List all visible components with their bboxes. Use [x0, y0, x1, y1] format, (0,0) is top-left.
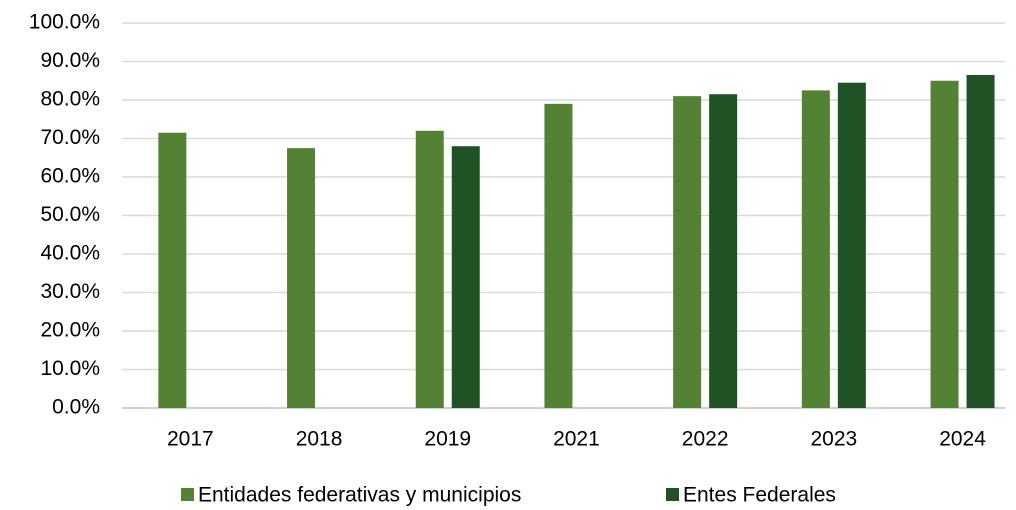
- y-tick-label: 40.0%: [40, 242, 100, 265]
- x-tick-label: 2023: [810, 428, 857, 451]
- legend-swatch: [666, 488, 679, 501]
- bar: [709, 94, 738, 408]
- bar: [415, 130, 444, 409]
- x-tick-label: 2022: [682, 428, 729, 451]
- y-tick-label: 60.0%: [40, 165, 100, 188]
- x-tick-label: 2018: [296, 428, 343, 451]
- y-tick-label: 90.0%: [40, 49, 100, 72]
- y-tick-label: 30.0%: [40, 280, 100, 303]
- x-tick-label: 2019: [424, 428, 471, 451]
- legend-label: Entidades federativas y municipios: [198, 484, 521, 507]
- bar: [451, 146, 480, 408]
- y-tick-label: 50.0%: [40, 203, 100, 226]
- bar: [837, 82, 866, 409]
- legend-swatch: [181, 488, 194, 501]
- bar: [801, 90, 830, 408]
- y-tick-label: 80.0%: [40, 88, 100, 111]
- y-tick-label: 20.0%: [40, 319, 100, 342]
- x-tick-label: 2021: [553, 428, 600, 451]
- y-tick-label: 10.0%: [40, 357, 100, 380]
- bar: [544, 103, 573, 408]
- x-tick-label: 2017: [167, 428, 214, 451]
- x-tick-label: 2024: [939, 428, 986, 451]
- bar: [930, 80, 959, 408]
- y-tick-label: 70.0%: [40, 126, 100, 149]
- legend-label: Entes Federales: [683, 484, 836, 507]
- bar: [158, 132, 187, 408]
- y-tick-label: 0.0%: [52, 396, 100, 419]
- bar: [673, 96, 702, 409]
- bar: [966, 74, 995, 408]
- bar: [287, 148, 316, 408]
- y-tick-label: 100.0%: [29, 11, 100, 34]
